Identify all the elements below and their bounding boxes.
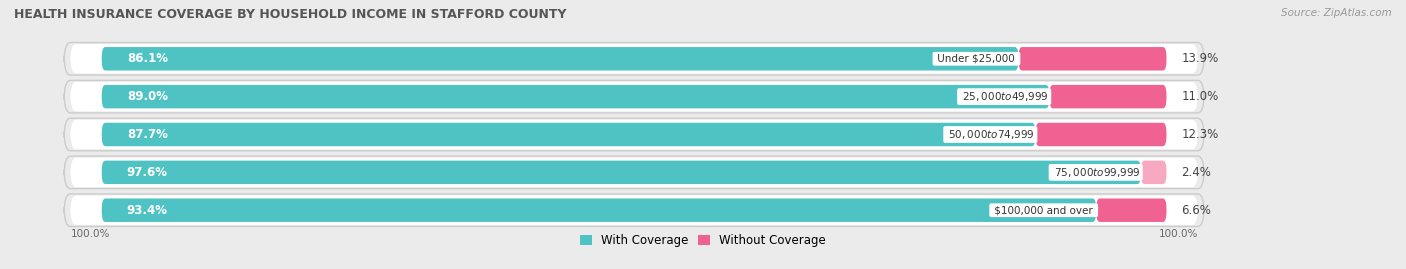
Text: HEALTH INSURANCE COVERAGE BY HOUSEHOLD INCOME IN STAFFORD COUNTY: HEALTH INSURANCE COVERAGE BY HOUSEHOLD I…: [14, 8, 567, 21]
Text: 87.7%: 87.7%: [127, 128, 167, 141]
Text: 2.4%: 2.4%: [1181, 166, 1212, 179]
Text: Under $25,000: Under $25,000: [935, 54, 1018, 64]
FancyBboxPatch shape: [1140, 161, 1167, 184]
FancyBboxPatch shape: [101, 199, 1097, 222]
FancyBboxPatch shape: [1049, 85, 1167, 108]
FancyBboxPatch shape: [70, 120, 1198, 149]
FancyBboxPatch shape: [1035, 123, 1167, 146]
FancyBboxPatch shape: [101, 85, 1049, 108]
FancyBboxPatch shape: [101, 47, 1018, 70]
Text: 13.9%: 13.9%: [1181, 52, 1219, 65]
Text: 89.0%: 89.0%: [127, 90, 167, 103]
FancyBboxPatch shape: [101, 123, 1035, 146]
Text: 11.0%: 11.0%: [1181, 90, 1219, 103]
FancyBboxPatch shape: [1018, 47, 1167, 70]
Text: 6.6%: 6.6%: [1181, 204, 1212, 217]
FancyBboxPatch shape: [70, 158, 1198, 187]
FancyBboxPatch shape: [101, 161, 1140, 184]
Text: $50,000 to $74,999: $50,000 to $74,999: [945, 128, 1035, 141]
FancyBboxPatch shape: [1097, 199, 1167, 222]
Text: 100.0%: 100.0%: [1159, 229, 1198, 239]
Text: 93.4%: 93.4%: [127, 204, 167, 217]
Legend: With Coverage, Without Coverage: With Coverage, Without Coverage: [579, 234, 827, 247]
Text: 97.6%: 97.6%: [127, 166, 167, 179]
FancyBboxPatch shape: [70, 44, 1198, 73]
FancyBboxPatch shape: [70, 82, 1198, 111]
Text: $100,000 and over: $100,000 and over: [991, 205, 1097, 215]
Text: $75,000 to $99,999: $75,000 to $99,999: [1050, 166, 1140, 179]
FancyBboxPatch shape: [70, 196, 1198, 225]
Text: 12.3%: 12.3%: [1181, 128, 1219, 141]
Text: $25,000 to $49,999: $25,000 to $49,999: [959, 90, 1049, 103]
Text: Source: ZipAtlas.com: Source: ZipAtlas.com: [1281, 8, 1392, 18]
Text: 100.0%: 100.0%: [70, 229, 110, 239]
Text: 86.1%: 86.1%: [127, 52, 167, 65]
